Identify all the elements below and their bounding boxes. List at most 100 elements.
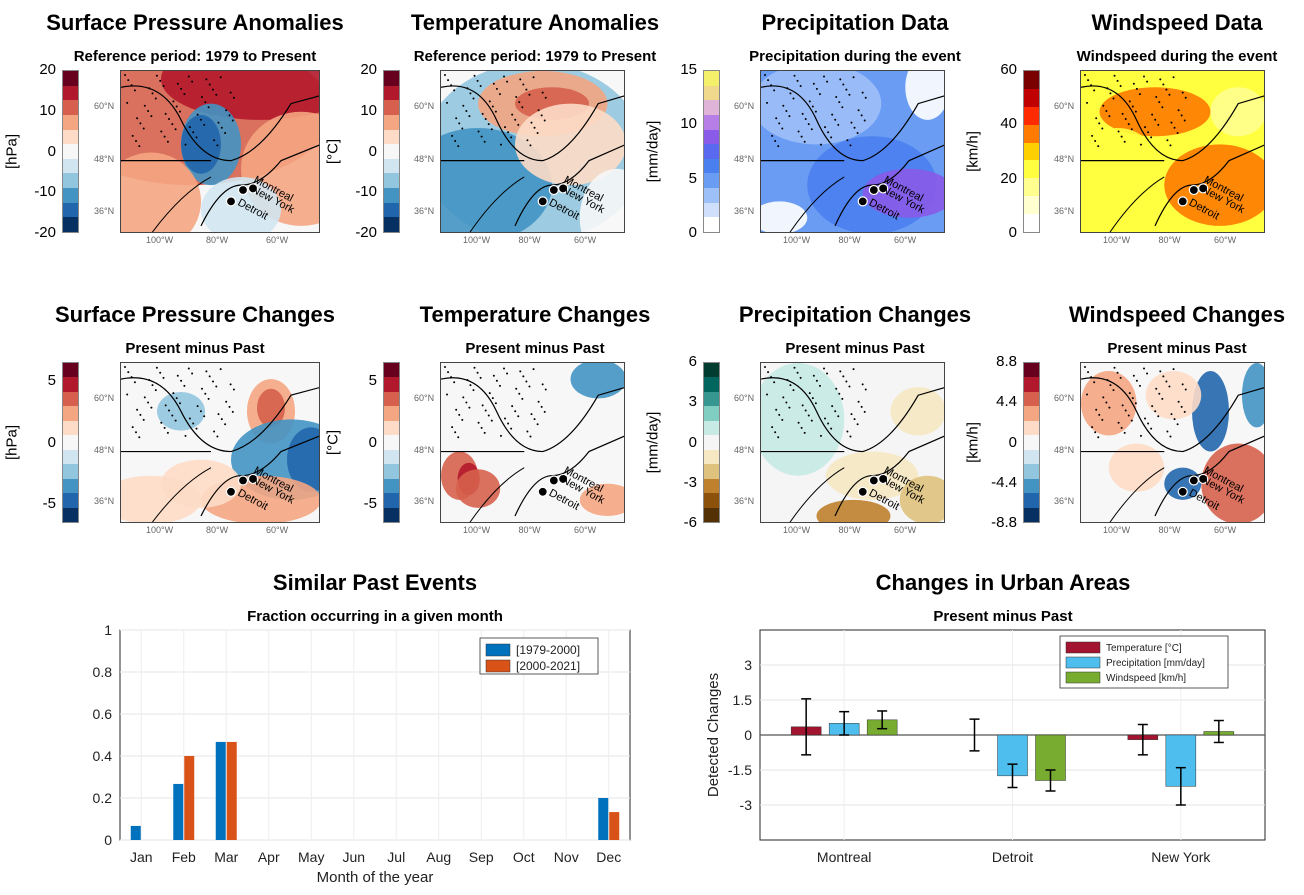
island-dot [1144,126,1147,129]
colorbar-tick-label: 20 [1000,169,1017,187]
island-dot [1094,140,1097,143]
island-dot [830,136,833,139]
panel-subtitle: Present minus Past [1107,340,1247,357]
legend-label: [1979-2000] [516,643,580,657]
island-dot [521,397,524,400]
island-dot [1138,93,1141,96]
island-dot [788,406,791,409]
island-dot [781,418,784,421]
city-marker [1177,196,1188,207]
map-anomaly-region [905,71,944,120]
island-dot [838,101,841,104]
island-dot [175,105,178,108]
island-dot [174,419,177,422]
longitude-label: 80°W [838,525,861,535]
island-dot [1109,384,1112,387]
island-dot [857,400,860,403]
colorbar-segment [704,464,719,479]
map-anomaly-region [1145,371,1202,420]
island-dot [187,75,190,78]
island-dot [1183,410,1186,413]
island-dot [529,144,532,147]
island-dot [850,121,853,124]
colorbar-segment [1024,391,1039,407]
island-dot [1087,79,1090,82]
map-anomaly-region [257,388,285,428]
colorbar-tick-label: 3 [688,393,697,411]
island-dot [1181,91,1184,94]
colorbar-tick-label: 20 [360,61,377,78]
colorbar-segment [704,435,719,450]
colorbar-segment [1024,106,1039,125]
island-dot [818,93,821,96]
island-dot [808,392,811,395]
island-dot [540,405,543,408]
colorbar-segment [63,202,78,218]
island-dot [1151,405,1154,408]
city-marker [1197,183,1209,194]
island-dot [522,375,525,378]
island-dot [499,143,502,146]
colorbar-segment [704,217,719,233]
island-dot [517,123,520,126]
island-dot [201,96,203,99]
map-anomaly-region [761,71,882,145]
longitude-label: 80°W [1158,235,1181,245]
map-anomaly-region [201,176,281,232]
colorbar-tick-label: 0 [688,224,697,241]
bar [184,756,195,840]
longitude-label: 100°W [783,235,811,245]
bar [173,783,184,840]
island-dot [1123,431,1126,434]
map-anomaly-region [890,387,944,436]
island-dot [455,117,458,120]
island-dot [782,104,785,107]
bar-chart-1: 3 1.5 0 -1.5 -3 Montreal Detroit New York Detect… [705,629,1266,865]
island-dot [849,144,852,147]
island-dot [811,105,814,108]
island-dot [864,388,867,391]
island-dot [514,118,517,121]
island-dot [163,426,166,429]
city-marker [237,184,249,196]
island-dot [834,118,837,121]
island-dot [229,91,232,94]
colorbar-tick-label: 5 [47,372,56,390]
coastline [200,144,319,227]
island-dot [1150,427,1153,430]
island-dot [179,402,181,405]
island-dot [224,423,227,426]
island-dot [793,74,796,77]
colorbar-segment [63,100,78,115]
island-dot [155,366,158,369]
map-anomaly-region [1201,443,1264,522]
island-dot [133,89,136,92]
island-dot [775,117,778,120]
island-dot [515,96,518,99]
legend-swatch [1065,656,1101,669]
island-dot [785,109,788,112]
island-dot [1094,431,1097,434]
colorbar-segment [704,71,719,86]
island-dot [139,413,142,416]
island-dot [1162,83,1165,86]
island-dot [1135,379,1138,382]
island-dot [150,406,153,409]
island-dot [849,435,852,438]
island-dot [212,380,214,383]
island-dot [1117,421,1120,424]
map-anomaly-region [899,475,944,522]
island-dot [777,436,780,439]
island-dot [827,422,830,425]
colorbar-segment [63,217,78,233]
island-dot [786,379,789,382]
island-dot [462,396,465,399]
latitude-label: 36°N [94,205,115,216]
island-dot [792,97,795,100]
longitude-label: 100°W [783,525,811,535]
island-dot [207,397,210,400]
colorbar-segment [704,188,719,203]
island-dot [136,117,139,120]
island-dot [1146,372,1149,375]
island-dot [1098,413,1101,416]
